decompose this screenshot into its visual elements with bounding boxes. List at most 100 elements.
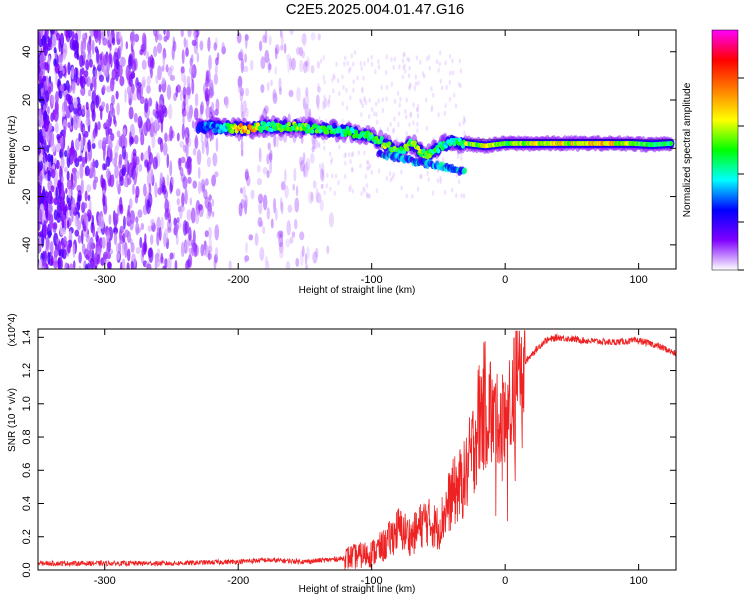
noise-speck xyxy=(360,99,363,105)
noise-speck xyxy=(97,139,103,149)
noise-speck xyxy=(351,188,354,194)
noise-speck xyxy=(392,172,396,178)
noise-speck xyxy=(342,84,345,90)
noise-speck xyxy=(345,105,349,111)
noise-speck xyxy=(326,172,329,178)
noise-speck xyxy=(108,214,112,225)
noise-speck xyxy=(321,183,324,189)
noise-speck xyxy=(380,85,383,91)
noise-speck xyxy=(76,170,80,180)
noise-speck xyxy=(133,112,138,123)
noise-speck xyxy=(74,137,80,151)
noise-speck xyxy=(279,30,283,39)
noise-speck xyxy=(430,86,433,92)
noise-speck xyxy=(377,58,380,64)
noise-speck xyxy=(72,260,76,269)
noise-speck xyxy=(347,152,351,158)
noise-speck xyxy=(152,156,158,170)
noise-speck xyxy=(304,93,310,110)
noise-speck xyxy=(323,145,326,151)
noise-speck xyxy=(385,54,388,60)
noise-speck xyxy=(93,77,97,94)
noise-speck xyxy=(121,167,126,176)
noise-speck xyxy=(338,144,341,150)
noise-speck xyxy=(409,111,413,117)
noise-speck xyxy=(377,168,381,174)
noise-speck xyxy=(67,30,72,39)
noise-speck xyxy=(166,257,172,269)
noise-speck xyxy=(65,187,68,195)
noise-speck xyxy=(416,121,419,127)
noise-speck xyxy=(413,85,417,91)
noise-speck xyxy=(126,248,131,262)
noise-speck xyxy=(280,197,283,211)
noise-speck xyxy=(50,255,54,266)
noise-speck xyxy=(81,202,86,213)
noise-speck xyxy=(444,103,447,109)
noise-speck xyxy=(298,46,304,57)
noise-speck xyxy=(299,231,305,241)
noise-speck xyxy=(356,75,359,81)
ridge-core xyxy=(387,141,392,147)
noise-speck xyxy=(385,175,389,181)
noise-speck xyxy=(200,178,206,193)
noise-speck xyxy=(135,222,140,236)
noise-speck xyxy=(85,59,90,71)
noise-speck xyxy=(403,51,406,57)
noise-speck xyxy=(147,56,152,68)
noise-speck xyxy=(101,189,106,197)
noise-speck xyxy=(289,236,294,244)
noise-speck xyxy=(86,262,91,269)
noise-speck xyxy=(393,98,397,104)
ridge-core xyxy=(270,120,275,126)
noise-speck xyxy=(196,149,202,166)
noise-speck xyxy=(405,193,408,199)
noise-speck xyxy=(67,145,70,159)
noise-speck xyxy=(49,131,55,147)
noise-speck xyxy=(268,152,273,161)
noise-speck xyxy=(240,140,244,152)
noise-speck xyxy=(111,107,116,118)
noise-speck xyxy=(83,130,89,138)
noise-speck xyxy=(264,255,269,267)
noise-speck xyxy=(166,84,172,100)
noise-speck xyxy=(49,241,54,256)
noise-speck xyxy=(122,128,127,137)
noise-speck xyxy=(141,76,146,89)
noise-speck xyxy=(278,241,284,254)
noise-speck xyxy=(124,242,128,258)
y-tick-label: 20 xyxy=(21,94,33,106)
noise-speck xyxy=(102,137,107,149)
noise-speck xyxy=(192,30,197,38)
noise-speck xyxy=(381,107,385,113)
noise-speck xyxy=(258,200,263,215)
noise-speck xyxy=(409,83,412,89)
noise-speck xyxy=(386,126,390,132)
noise-speck xyxy=(458,121,462,127)
noise-speck xyxy=(425,125,429,131)
noise-speck xyxy=(77,234,82,244)
noise-speck xyxy=(59,132,63,139)
noise-speck xyxy=(370,107,374,113)
noise-speck xyxy=(361,102,365,108)
noise-speck xyxy=(401,74,405,80)
noise-speck xyxy=(204,196,210,209)
noise-speck xyxy=(140,152,144,162)
noise-speck xyxy=(190,54,194,64)
ridge-core xyxy=(246,129,251,135)
noise-speck xyxy=(63,166,68,173)
noise-speck xyxy=(200,130,204,144)
noise-speck xyxy=(144,159,149,168)
noise-speck xyxy=(135,156,140,166)
noise-speck xyxy=(316,85,321,93)
noise-speck xyxy=(154,182,158,198)
noise-speck xyxy=(318,143,321,149)
noise-speck xyxy=(82,126,86,135)
noise-speck xyxy=(421,71,425,77)
noise-speck xyxy=(146,75,151,86)
noise-speck xyxy=(267,142,271,151)
noise-layer xyxy=(38,30,467,269)
noise-speck xyxy=(39,155,42,162)
noise-speck xyxy=(47,55,51,65)
noise-speck xyxy=(398,64,401,70)
